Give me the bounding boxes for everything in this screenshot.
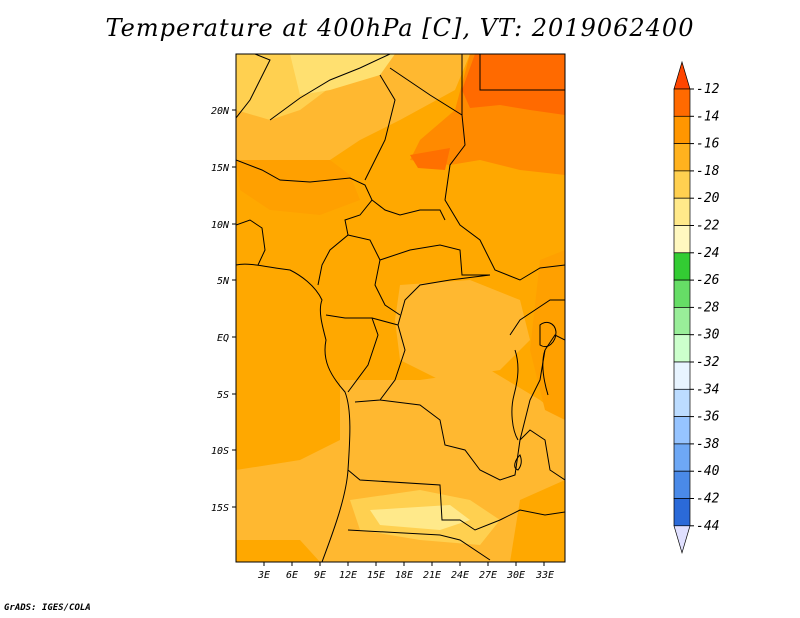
colorbar-label: -22 bbox=[696, 219, 720, 234]
lon-label: 9E bbox=[314, 570, 326, 581]
lat-label: 5S bbox=[217, 390, 229, 401]
colorbar-segment bbox=[673, 252, 691, 281]
country-borders bbox=[236, 54, 565, 562]
colorbar-label: -16 bbox=[696, 137, 720, 152]
field-zone-south-coolest bbox=[370, 505, 470, 530]
colorbar-label: -30 bbox=[696, 328, 720, 343]
colorbar-label: -26 bbox=[696, 273, 720, 288]
colorbar-label: -42 bbox=[696, 492, 720, 507]
lon-label: 21E bbox=[423, 570, 441, 581]
colorbar-segment bbox=[673, 143, 691, 172]
colorbar: -12 -14 -16 -18 -20 -22 -24 -26 -28 -30 -32 -34 -36 -… bbox=[673, 60, 720, 555]
colorbar-segment bbox=[673, 388, 691, 417]
lat-label: 10S bbox=[211, 446, 229, 457]
field-zone-warm-patch bbox=[410, 148, 450, 170]
colorbar-label: -36 bbox=[696, 410, 720, 425]
lat-label: EQ bbox=[217, 333, 229, 344]
lat-label: 10N bbox=[211, 220, 230, 231]
temperature-field bbox=[236, 54, 565, 562]
axis-ticks bbox=[232, 109, 545, 566]
lon-label: 24E bbox=[451, 570, 469, 581]
field-zone-congo bbox=[395, 280, 530, 380]
lon-label: 3E bbox=[257, 570, 270, 581]
lon-label: 12E bbox=[339, 570, 357, 581]
colorbar-top-arrow bbox=[673, 60, 691, 90]
colorbar-segment bbox=[673, 470, 691, 499]
colorbar-label: -34 bbox=[696, 382, 719, 397]
colorbar-label: -40 bbox=[696, 464, 720, 479]
colorbar-label: -20 bbox=[696, 191, 720, 206]
colorbar-segment bbox=[673, 279, 691, 308]
lon-label: 6E bbox=[286, 570, 298, 581]
colorbar-segment bbox=[673, 88, 691, 117]
latitude-labels: 20N 15N 10N 5N EQ 5S 10S 15S bbox=[211, 106, 230, 514]
colorbar-segment bbox=[673, 115, 691, 144]
colorbar-segment bbox=[673, 307, 691, 336]
grads-credit: GrADS: IGES/COLA bbox=[4, 603, 91, 613]
colorbar-label: -32 bbox=[696, 355, 720, 370]
lat-label: 15N bbox=[211, 163, 230, 174]
colorbar-label: -44 bbox=[696, 519, 719, 534]
field-zone-east bbox=[530, 250, 565, 420]
longitude-labels: 3E 6E 9E 12E 15E 18E 21E 24E 27E 30E 33E bbox=[257, 570, 554, 581]
lat-label: 15S bbox=[211, 503, 229, 514]
colorbar-segment bbox=[673, 498, 691, 527]
lon-label: 18E bbox=[395, 570, 413, 581]
colorbar-segment bbox=[673, 197, 691, 226]
colorbar-segment bbox=[673, 443, 691, 472]
colorbar-segment bbox=[673, 334, 691, 363]
field-zone-southeast bbox=[510, 480, 565, 562]
lat-label: 5N bbox=[217, 276, 230, 287]
field-zone-southwest bbox=[236, 540, 320, 562]
colorbar-segment bbox=[673, 361, 691, 390]
lat-label: 20N bbox=[211, 106, 230, 117]
lon-label: 33E bbox=[535, 570, 554, 581]
colorbar-label: -28 bbox=[696, 300, 720, 315]
field-zone-northeast-warm bbox=[462, 54, 565, 115]
lon-label: 27E bbox=[479, 570, 497, 581]
colorbar-label: -14 bbox=[696, 109, 719, 124]
field-zone-sahel bbox=[236, 160, 360, 215]
lon-label: 15E bbox=[367, 570, 385, 581]
colorbar-label: -38 bbox=[696, 437, 720, 452]
lon-label: 30E bbox=[506, 570, 525, 581]
colorbar-segment bbox=[673, 416, 691, 445]
colorbar-label: -24 bbox=[696, 246, 719, 261]
colorbar-label: -18 bbox=[696, 164, 720, 179]
colorbar-bottom-arrow bbox=[673, 525, 691, 555]
colorbar-segment bbox=[673, 170, 691, 199]
colorbar-segment bbox=[673, 225, 691, 254]
colorbar-label: -12 bbox=[696, 82, 720, 97]
map-title: Temperature at 400hPa [C], VT: 201906240… bbox=[105, 14, 695, 42]
map-frame bbox=[235, 53, 566, 563]
